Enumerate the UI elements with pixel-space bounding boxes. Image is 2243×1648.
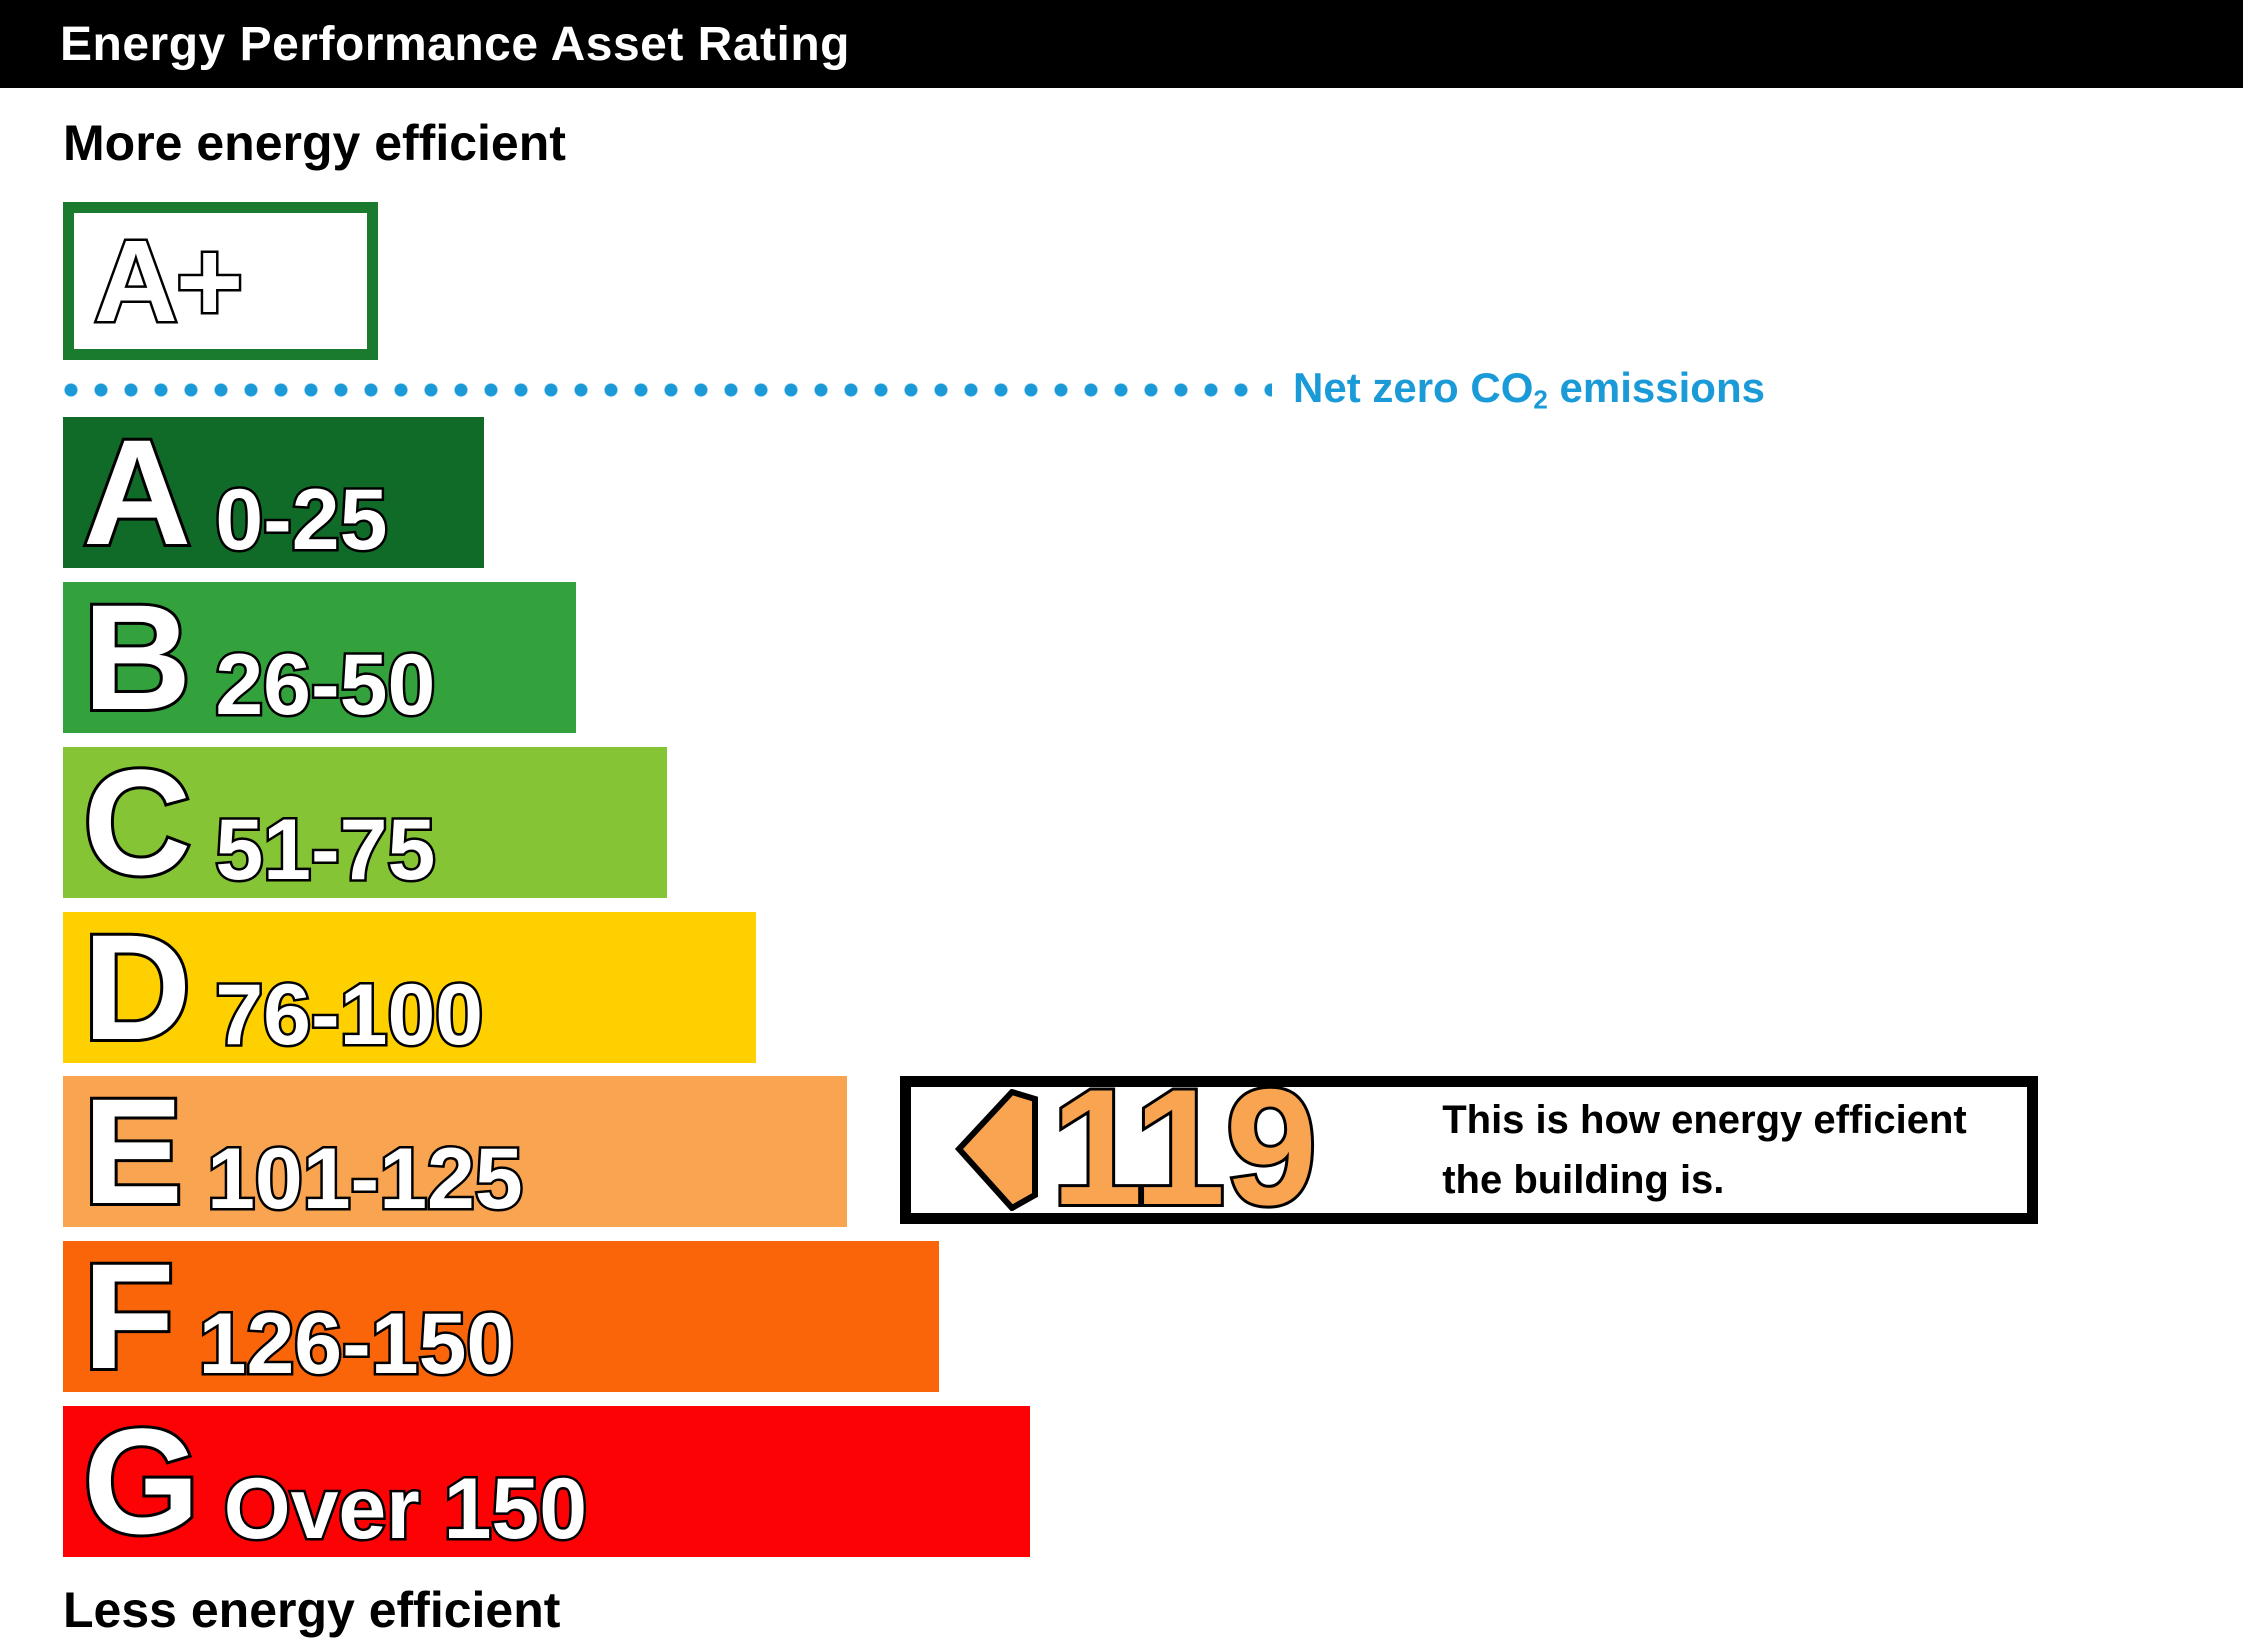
band-a-plus-label: A+ [92, 216, 246, 346]
band-f-range: 126-150 [196, 1296, 517, 1392]
band-a-letter: A [80, 408, 194, 576]
header-bar: Energy Performance Asset Rating [0, 0, 2243, 88]
current-rating-indicator: 119 This is how energy efficient the bui… [900, 1061, 2038, 1232]
band-f-letter: F [80, 1232, 178, 1400]
band-g-letter: G [80, 1397, 203, 1565]
left-arrow-icon [955, 1089, 1038, 1211]
band-g-range: Over 150 [221, 1461, 589, 1557]
band-a: A 0-25 [63, 408, 484, 576]
band-d-letter: D [80, 903, 194, 1071]
band-a-range: 0-25 [213, 472, 390, 568]
band-c: C 51-75 [63, 738, 667, 906]
rating-value: 119 [1048, 1054, 1320, 1239]
rating-description-line1: This is how energy efficient [1442, 1098, 1967, 1142]
band-e: E 101-125 [63, 1067, 847, 1235]
net-zero-dotted-line [64, 383, 1272, 398]
net-zero-text: Net zero CO [1293, 364, 1534, 411]
rating-description: This is how energy efficient the buildin… [1442, 1090, 1967, 1210]
band-e-range: 101-125 [205, 1131, 526, 1227]
net-zero-label: Net zero CO2 emissions [1293, 364, 1765, 415]
band-d: D 76-100 [63, 903, 756, 1071]
band-b-range: 26-50 [213, 637, 438, 733]
rating-description-line2: the building is. [1442, 1158, 1725, 1202]
band-b: B 26-50 [63, 573, 576, 741]
band-f: F 126-150 [63, 1232, 939, 1400]
more-efficient-label: More energy efficient [63, 115, 566, 171]
band-d-range: 76-100 [213, 967, 486, 1063]
page-title: Energy Performance Asset Rating [60, 17, 850, 71]
band-c-range: 51-75 [213, 802, 438, 898]
band-b-letter: B [80, 573, 194, 741]
band-c-letter: C [80, 738, 194, 906]
band-g: G Over 150 [63, 1397, 1030, 1565]
band-a-plus: A+ [63, 202, 378, 360]
band-e-letter: E [80, 1067, 186, 1235]
less-efficient-label: Less energy efficient [63, 1582, 561, 1638]
net-zero-subscript: 2 [1533, 384, 1548, 415]
net-zero-text-suffix: emissions [1547, 364, 1765, 411]
